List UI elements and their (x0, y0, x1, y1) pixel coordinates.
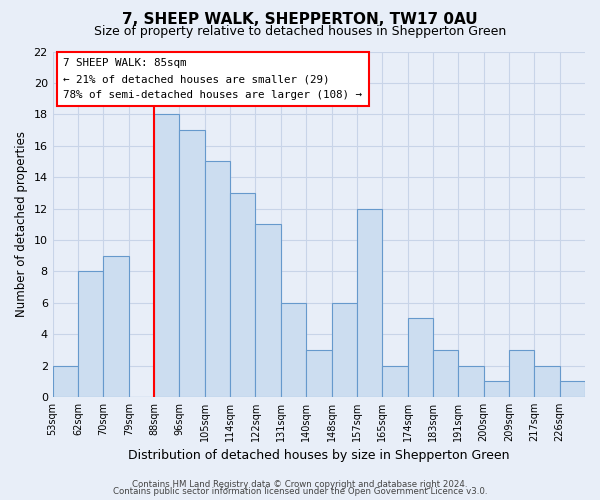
Bar (103, 256, 129, 397)
Bar (484, 381, 509, 397)
Bar (535, 366, 560, 397)
Y-axis label: Number of detached properties: Number of detached properties (15, 131, 28, 317)
Bar (357, 208, 382, 397)
Bar (332, 302, 357, 397)
X-axis label: Distribution of detached houses by size in Shepperton Green: Distribution of detached houses by size … (128, 450, 509, 462)
Bar (53, 366, 78, 397)
Text: 7, SHEEP WALK, SHEPPERTON, TW17 0AU: 7, SHEEP WALK, SHEPPERTON, TW17 0AU (122, 12, 478, 28)
Bar (281, 302, 306, 397)
Bar (433, 350, 458, 397)
Bar (205, 162, 230, 397)
Bar (230, 193, 256, 397)
Bar (256, 224, 281, 397)
Bar (509, 350, 535, 397)
Bar (407, 318, 433, 397)
Text: Contains HM Land Registry data © Crown copyright and database right 2024.: Contains HM Land Registry data © Crown c… (132, 480, 468, 489)
Text: Size of property relative to detached houses in Shepperton Green: Size of property relative to detached ho… (94, 25, 506, 38)
Bar (154, 114, 179, 397)
Bar (458, 366, 484, 397)
Bar (179, 130, 205, 397)
Bar (306, 350, 332, 397)
Bar (382, 366, 407, 397)
Bar (78, 272, 103, 397)
Text: 7 SHEEP WALK: 85sqm
← 21% of detached houses are smaller (29)
78% of semi-detach: 7 SHEEP WALK: 85sqm ← 21% of detached ho… (64, 58, 362, 100)
Bar (560, 381, 585, 397)
Text: Contains public sector information licensed under the Open Government Licence v3: Contains public sector information licen… (113, 487, 487, 496)
